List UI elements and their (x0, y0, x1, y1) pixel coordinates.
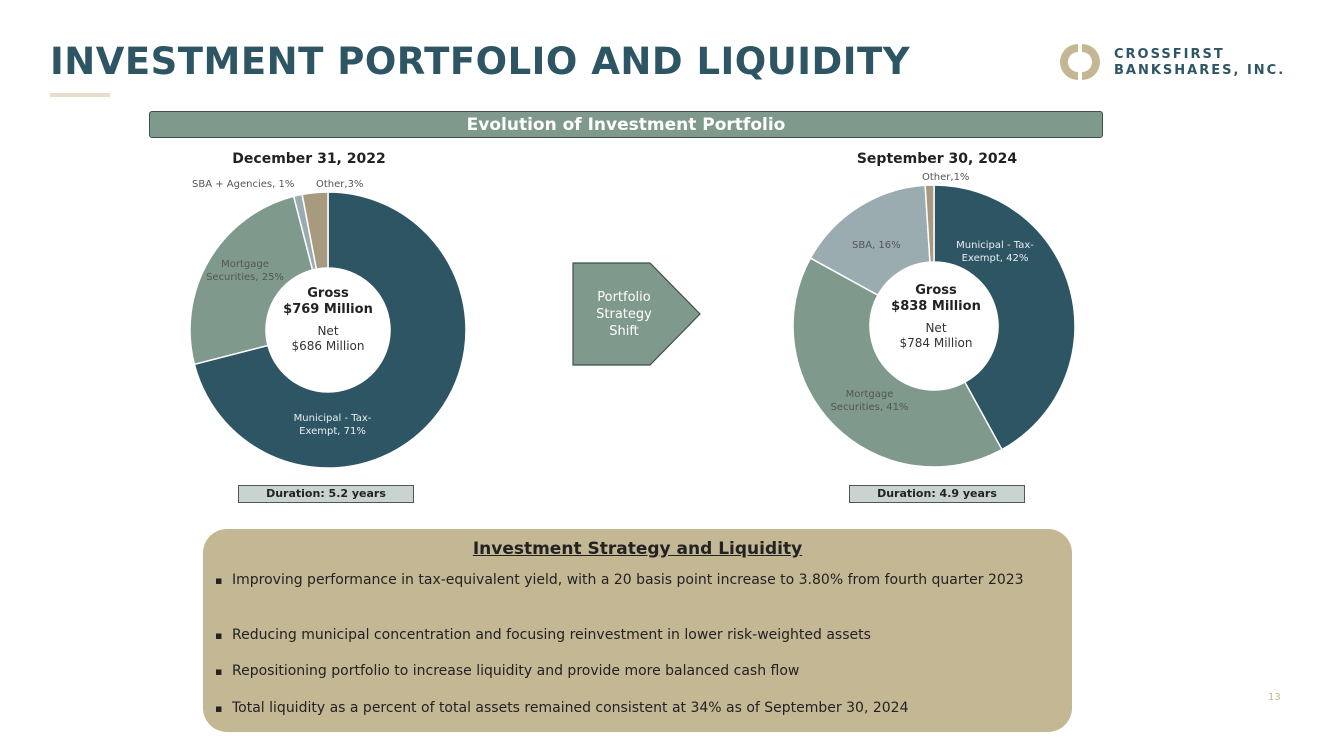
label-other-left: Other,3% (316, 179, 364, 190)
slice-other (301, 191, 329, 270)
chart-title-left: December 31, 2022 (232, 151, 386, 167)
label-municipal-right: Municipal - Tax-Exempt, 42% (956, 240, 1034, 264)
strategy-box: Investment Strategy and Liquidity Improv… (203, 529, 1072, 732)
chart-title-right: September 30, 2024 (856, 151, 1018, 167)
bullet-item: Total liquidity as a percent of total as… (215, 699, 1045, 718)
label-mortgage-left: Mortgage Securities, 25% (206, 259, 284, 283)
label-sba-right: SBA, 16% (852, 240, 901, 251)
slice-sba (809, 184, 931, 297)
logo-icon (1060, 44, 1100, 80)
label-mortgage-right: Mortgage Securities, 41% (830, 389, 909, 413)
slice-municipal-tax-exempt (193, 191, 467, 469)
label-other-right: Other,1% (922, 172, 970, 183)
label-municipal-left: Municipal - Tax-Exempt, 71% (293, 413, 372, 437)
label-sba-left: SBA + Agencies, 1% (192, 179, 295, 190)
strategy-arrow-text: Portfolio Strategy Shift (596, 290, 652, 339)
strategy-arrow-shape (572, 262, 701, 366)
center-left: Gross $769 Million Net $686 Million (283, 286, 373, 353)
section-banner: Evolution of Investment Portfolio (149, 111, 1103, 138)
slice-mortgage-securities (189, 195, 314, 366)
page-number: 13 (1268, 692, 1281, 703)
slice-municipal-tax-exempt (933, 184, 1076, 451)
bullet-item: Improving performance in tax-equivalent … (215, 571, 1045, 590)
duration-right: Duration: 4.9 years (849, 485, 1025, 503)
bullet-item: Reducing municipal concentration and foc… (215, 626, 1045, 645)
slice-other (924, 184, 935, 263)
center-right: Gross $838 Million Net $784 Million (891, 283, 981, 350)
duration-left: Duration: 5.2 years (238, 485, 414, 503)
slice-mortgage-securities (792, 257, 1003, 468)
strategy-title: Investment Strategy and Liquidity (472, 539, 803, 559)
title-underline (50, 93, 110, 97)
page-title: INVESTMENT PORTFOLIO AND LIQUIDITY (50, 40, 911, 83)
logo-text: CROSSFIRST BANKSHARES, INC. (1114, 47, 1286, 78)
bullet-item: Repositioning portfolio to increase liqu… (215, 662, 1045, 681)
